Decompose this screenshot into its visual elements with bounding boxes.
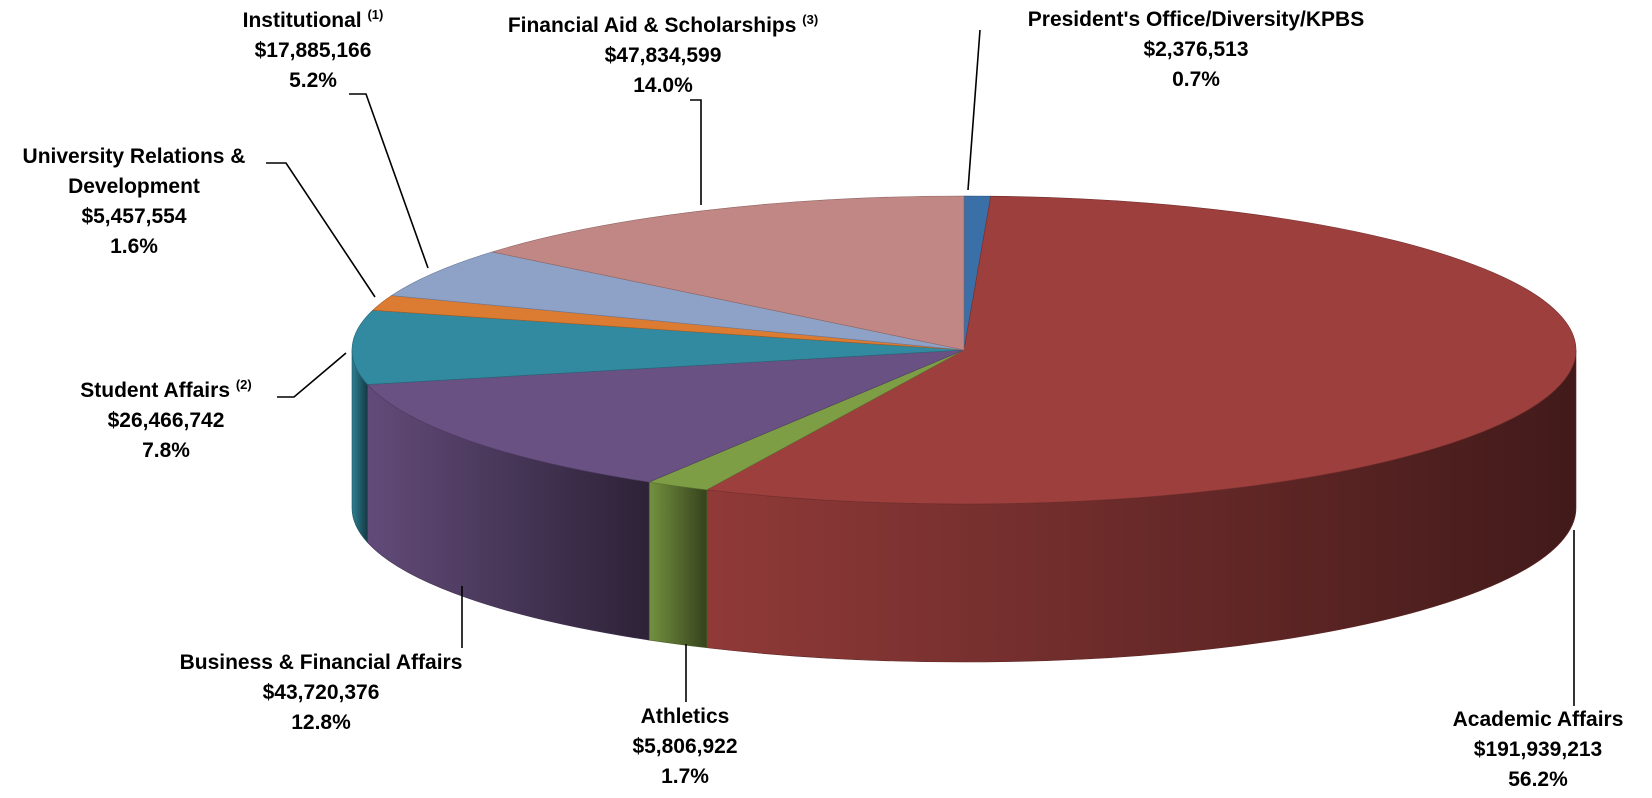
slice-amount: $191,939,213 <box>1473 738 1603 761</box>
leader-lines <box>266 29 1575 706</box>
slice-amount: $5,806,922 <box>632 735 738 758</box>
slice-percent: 1.7% <box>661 765 709 788</box>
slice-name: Business & Financial Affairs <box>179 651 463 674</box>
pie-slice-7 <box>492 195 965 351</box>
slice-amount: $2,376,513 <box>1143 38 1249 61</box>
pie-slice-1 <box>705 195 1577 505</box>
leader-line-5 <box>266 162 376 298</box>
slice-name: University Relations & Development <box>22 145 246 198</box>
slice-amount: $17,885,166 <box>254 39 372 62</box>
slice-name: President's Office/Diversity/KPBS <box>1027 8 1365 31</box>
slice-percent: 0.7% <box>1172 68 1220 91</box>
slice-percent: 12.8% <box>291 711 351 734</box>
pie-top-faces <box>351 195 1577 505</box>
slice-label-business-financial-affairs: Business & Financial Affairs $43,720,376… <box>160 648 482 738</box>
leader-line-0 <box>967 29 981 191</box>
slice-label-academic-affairs: Academic Affairs $191,939,213 56.2% <box>1438 705 1638 795</box>
pie-side-2 <box>648 481 708 649</box>
leader-line-7 <box>690 99 702 205</box>
footnote-marker: (2) <box>235 377 252 392</box>
slice-name: Academic Affairs <box>1452 708 1624 731</box>
footnote-marker: (1) <box>367 7 384 22</box>
leader-line-4 <box>277 352 347 398</box>
pie-side-walls <box>351 349 1577 663</box>
slice-percent: 14.0% <box>633 74 693 97</box>
leader-line-6 <box>349 93 429 269</box>
slice-label-university-relations: University Relations & Development $5,45… <box>4 142 264 262</box>
slice-amount: $5,457,554 <box>81 205 187 228</box>
slice-name: Student Affairs <box>80 379 230 402</box>
slice-label-athletics: Athletics $5,806,922 1.7% <box>600 702 770 792</box>
slice-label-student-affairs: Student Affairs (2) $26,466,742 7.8% <box>66 376 266 466</box>
slice-percent: 5.2% <box>289 69 337 92</box>
slice-amount: $43,720,376 <box>262 681 380 704</box>
slice-amount: $47,834,599 <box>604 44 722 67</box>
slice-label-institutional: Institutional (1) $17,885,166 5.2% <box>218 6 408 96</box>
pie-slice-6 <box>390 251 965 351</box>
slice-name: Financial Aid & Scholarships <box>507 14 797 37</box>
slice-percent: 1.6% <box>110 235 158 258</box>
slice-percent: 56.2% <box>1508 768 1568 791</box>
slice-label-presidents-office: President's Office/Diversity/KPBS $2,376… <box>1012 5 1380 95</box>
pie-slice-4 <box>351 309 965 385</box>
slice-amount: $26,466,742 <box>107 409 225 432</box>
slice-name: Athletics <box>640 705 730 728</box>
footnote-marker: (3) <box>802 12 819 27</box>
slice-label-financial-aid: Financial Aid & Scholarships (3) $47,834… <box>486 11 840 101</box>
slice-percent: 7.8% <box>142 439 190 462</box>
pie-slice-3 <box>366 349 965 483</box>
slice-name: Institutional <box>242 9 362 32</box>
